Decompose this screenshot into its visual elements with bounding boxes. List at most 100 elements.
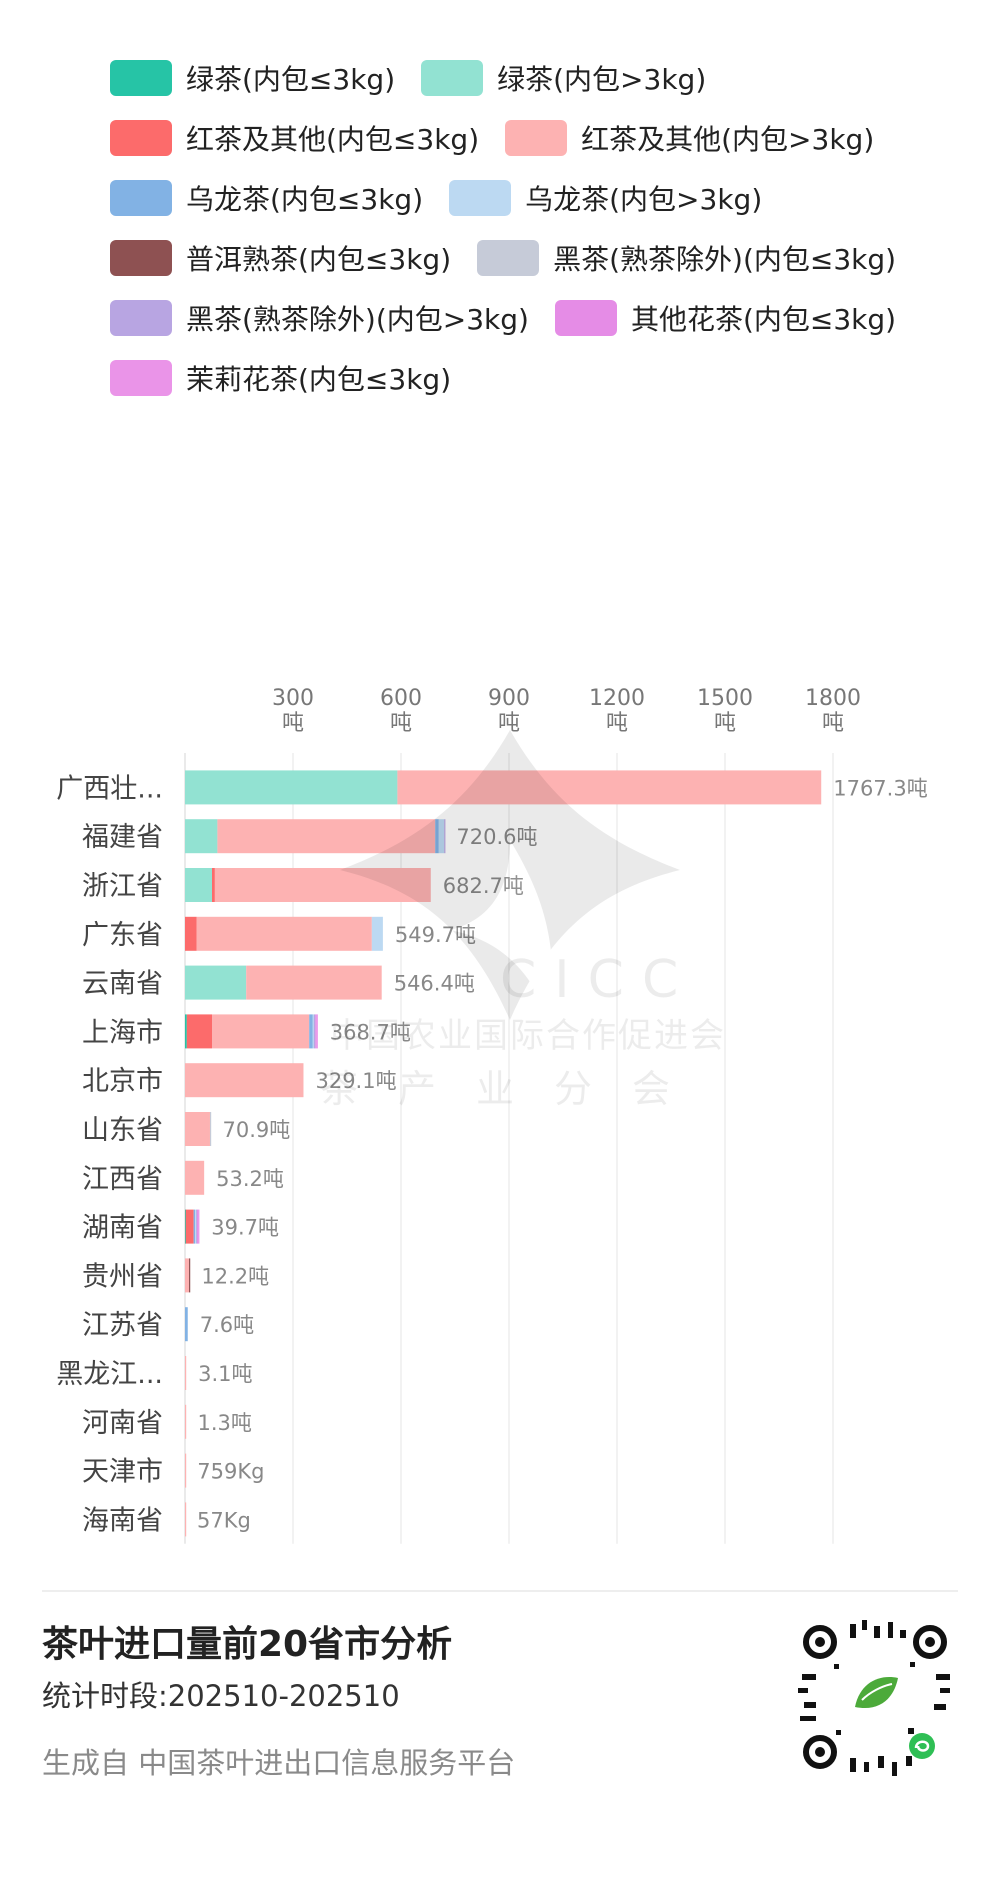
bar-segment xyxy=(212,868,215,902)
bar-total-label: 720.6吨 xyxy=(456,825,537,849)
watermark-org-name: 中国农业国际合作促进会 xyxy=(330,1016,726,1056)
legend-label: 绿茶(内包≤3kg) xyxy=(186,63,396,96)
legend-swatch xyxy=(477,240,540,276)
legend-label: 红茶及其他(内包>3kg) xyxy=(581,123,875,156)
x-tick-unit: 吨 xyxy=(606,711,628,736)
bar-segment xyxy=(185,1112,210,1146)
watermark-branch-name: 茶产业分会 xyxy=(320,1067,711,1111)
category-label: 广西壮... xyxy=(56,773,163,804)
bar-segment xyxy=(185,1356,187,1390)
bar-total-label: 546.4吨 xyxy=(394,972,475,996)
legend-swatch xyxy=(110,180,172,216)
bar-total-label: 3.1吨 xyxy=(198,1362,252,1386)
bar-segment xyxy=(185,868,212,902)
category-label: 黑龙江... xyxy=(56,1359,163,1390)
bar-segment xyxy=(214,868,431,902)
legend-item[interactable]: 普洱熟茶(内包≤3kg) xyxy=(110,238,451,278)
x-tick-label: 600 xyxy=(380,686,422,711)
legend-row: 茉莉花茶(内包≤3kg) xyxy=(110,348,970,408)
bar-segment xyxy=(397,770,822,805)
bar-total-label: 368.7吨 xyxy=(330,1020,411,1044)
category-label: 天津市 xyxy=(82,1457,163,1488)
report-title: 茶叶进口量前20省市分析 xyxy=(42,1624,453,1665)
x-tick-unit: 吨 xyxy=(822,711,844,736)
bar-segment xyxy=(185,965,247,1000)
legend-swatch xyxy=(110,300,172,336)
legend-swatch xyxy=(110,60,172,96)
bar-segment xyxy=(185,1160,205,1195)
bar-segment xyxy=(186,1014,212,1049)
bar-segment xyxy=(185,1014,187,1049)
bar-segment xyxy=(309,1014,313,1049)
legend-item[interactable]: 茉莉花茶(内包≤3kg) xyxy=(110,358,451,398)
footer-divider xyxy=(42,1590,958,1592)
legend-label: 黑茶(熟茶除外)(内包>3kg) xyxy=(186,303,529,336)
bar-total-label: 759Kg xyxy=(197,1460,264,1484)
bar-total-label: 1.3吨 xyxy=(197,1411,251,1435)
bar-total-label: 1767.3吨 xyxy=(833,776,927,800)
bar-segment xyxy=(209,1112,212,1146)
bar-segment xyxy=(185,1307,188,1342)
bar-segment xyxy=(185,1258,190,1293)
x-tick-unit: 吨 xyxy=(498,711,520,736)
legend-label: 茉莉花茶(内包≤3kg) xyxy=(186,363,452,396)
legend-item[interactable]: 黑茶(熟茶除外)(内包>3kg) xyxy=(110,298,529,338)
x-tick-unit: 吨 xyxy=(390,711,412,736)
x-tick-label: 1500 xyxy=(697,686,753,711)
legend-item[interactable]: 黑茶(熟茶除外)(内包≤3kg) xyxy=(477,238,896,278)
legend-swatch xyxy=(110,360,172,396)
category-label: 浙江省 xyxy=(82,871,163,902)
legend-label: 红茶及其他(内包≤3kg) xyxy=(186,123,480,156)
x-tick-unit: 吨 xyxy=(282,711,304,736)
bar-total-label: 682.7吨 xyxy=(443,874,524,898)
bar-segment xyxy=(313,1014,316,1049)
legend-swatch xyxy=(505,120,568,156)
legend-item[interactable]: 绿茶(内包>3kg) xyxy=(421,58,706,98)
legend-item[interactable]: 乌龙茶(内包≤3kg) xyxy=(110,178,423,218)
bar-segment xyxy=(435,819,439,854)
bar-segment xyxy=(196,916,372,951)
legend-item[interactable]: 乌龙茶(内包>3kg) xyxy=(449,178,762,218)
legend-swatch xyxy=(110,120,172,156)
bar-total-label: 57Kg xyxy=(197,1508,251,1532)
legend-label: 绿茶(内包>3kg) xyxy=(497,63,707,96)
legend-item[interactable]: 其他花茶(内包≤3kg) xyxy=(554,298,896,338)
bar-total-label: 7.6吨 xyxy=(200,1313,254,1337)
bar-segment xyxy=(185,1063,304,1098)
bar-segment xyxy=(195,1209,197,1244)
bar-segment xyxy=(185,1209,187,1244)
category-label: 福建省 xyxy=(82,822,163,853)
mini-program-qr-code-icon[interactable] xyxy=(790,1612,960,1782)
legend-label: 黑茶(熟茶除外)(内包≤3kg) xyxy=(553,243,897,276)
x-tick-label: 900 xyxy=(488,686,530,711)
bar-segment xyxy=(197,1209,199,1244)
legend-item[interactable]: 红茶及其他(内包≤3kg) xyxy=(110,118,479,158)
bar-segment xyxy=(246,965,382,1000)
legend-row: 红茶及其他(内包≤3kg) 红茶及其他(内包>3kg) xyxy=(110,108,970,168)
x-tick-unit: 吨 xyxy=(714,711,736,736)
bar-segment xyxy=(193,1209,196,1244)
bar-segment xyxy=(185,819,218,854)
category-label: 山东省 xyxy=(82,1115,163,1146)
category-label: 河南省 xyxy=(82,1408,163,1439)
bar-segment xyxy=(196,1209,198,1244)
legend-item[interactable]: 绿茶(内包≤3kg) xyxy=(110,58,395,98)
category-label: 云南省 xyxy=(82,969,163,1000)
bar-segment xyxy=(217,819,436,854)
bar-segment xyxy=(315,1014,317,1049)
watermark-letters: CICC xyxy=(500,950,697,1010)
bar-total-label: 39.7吨 xyxy=(211,1216,279,1240)
legend-label: 乌龙茶(内包>3kg) xyxy=(525,183,763,216)
legend-label: 普洱熟茶(内包≤3kg) xyxy=(186,243,452,276)
legend-swatch xyxy=(449,180,512,216)
legend-item[interactable]: 红茶及其他(内包>3kg) xyxy=(505,118,874,158)
category-label: 贵州省 xyxy=(82,1261,163,1292)
legend-row: 黑茶(熟茶除外)(内包>3kg) 其他花茶(内包≤3kg) xyxy=(110,288,970,348)
category-label: 江西省 xyxy=(82,1164,163,1195)
legend-row: 绿茶(内包≤3kg) 绿茶(内包>3kg) xyxy=(110,48,970,108)
bar-segment xyxy=(185,770,398,805)
x-tick-label: 1200 xyxy=(589,686,645,711)
bar-segment xyxy=(185,1404,187,1439)
bar-segment xyxy=(438,819,445,854)
